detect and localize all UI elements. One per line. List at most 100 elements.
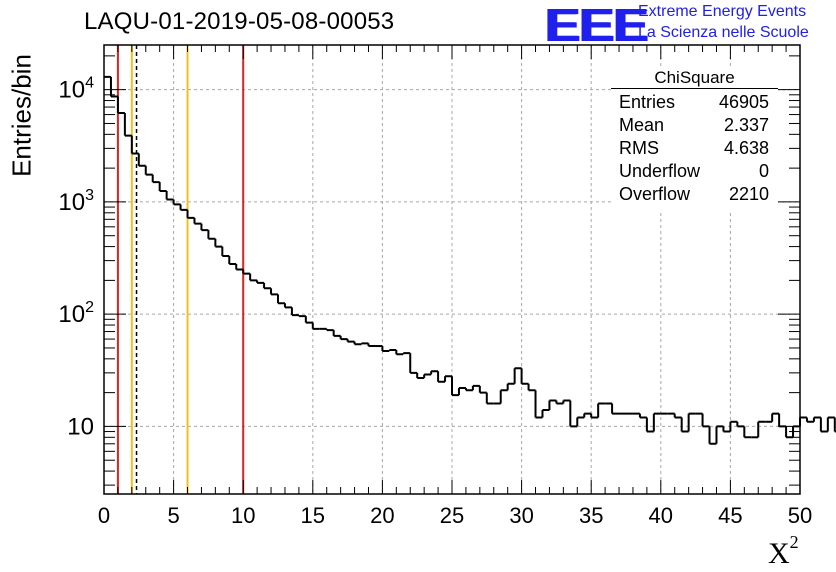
histogram-bin (207, 230, 216, 240)
x-tick-label: 20 (370, 503, 394, 528)
x-axis-label-sup: 2 (789, 532, 799, 552)
histogram-bin (597, 402, 606, 418)
histogram-bin (290, 307, 299, 317)
logo-line-1: Extreme Energy Events (638, 3, 807, 20)
histogram-bin (144, 165, 153, 176)
stats-separator (611, 88, 778, 89)
stats-value: 46905 (718, 92, 769, 112)
histogram-bin (235, 263, 244, 271)
histogram-bin (270, 288, 278, 296)
y-axis-label: Entries/bin (6, 54, 37, 177)
histogram-bin (311, 322, 320, 330)
histogram-bin (360, 342, 369, 345)
histogram-bin (805, 417, 814, 423)
histogram-bin (548, 399, 557, 411)
histogram-bin (590, 413, 599, 419)
histogram-bin (109, 76, 118, 98)
histogram-bin (388, 348, 397, 351)
stats-row-mean: Mean 2.337 (619, 115, 769, 137)
histogram-bin (534, 390, 543, 419)
histogram-bin (130, 135, 139, 155)
histogram-bin (437, 371, 446, 383)
stats-box: ChiSquare Entries 46905 Mean 2.337 RMS 4… (611, 67, 778, 210)
histogram-bin (680, 417, 689, 433)
histogram-bin (451, 376, 459, 397)
histogram-bin (228, 255, 237, 265)
histogram-bin (687, 412, 696, 432)
x-axis-label-base: X (768, 537, 790, 570)
stats-row-rms: RMS 4.638 (619, 138, 769, 160)
stats-value: 2.337 (723, 115, 769, 135)
histogram-bin (736, 421, 745, 428)
histogram-bin (346, 339, 355, 343)
histogram-bin (778, 413, 787, 428)
stats-title: ChiSquare (654, 68, 735, 87)
histogram-bin (193, 217, 202, 225)
histogram-bin (541, 409, 550, 418)
histogram-bin (339, 335, 348, 341)
histogram-bin (527, 383, 536, 392)
histogram-bin (304, 316, 313, 324)
histogram-bin (249, 273, 258, 282)
x-tick-label: 45 (718, 503, 742, 528)
histogram-bin (471, 384, 480, 391)
x-tick-label: 50 (788, 503, 812, 528)
x-tick-label: 10 (231, 503, 255, 528)
x-tick-label: 35 (579, 503, 603, 528)
histogram-bin (186, 209, 195, 219)
y-tick-label: 104 (58, 75, 94, 104)
histogram-bin (430, 370, 439, 375)
histogram-bin (715, 425, 724, 444)
marker-lines (116, 45, 245, 494)
stats-value: 4.638 (723, 138, 769, 158)
stats-row-overflow: Overflow 2210 (619, 184, 769, 206)
histogram-bin (221, 246, 230, 257)
histogram-bin (569, 400, 578, 428)
histogram-bin (652, 412, 661, 432)
histogram-bin (826, 416, 835, 432)
histogram-bin (464, 387, 473, 392)
y-tick-label: 103 (58, 187, 94, 216)
histogram-bin (200, 223, 209, 232)
chart-title: LAQU-01-2019-05-08-00053 (84, 8, 395, 35)
histogram-bin (576, 416, 585, 427)
histogram-bin (325, 328, 334, 332)
histogram-bin (214, 238, 223, 248)
histogram-bin (506, 382, 515, 391)
histogram-bin (332, 330, 341, 337)
x-tick-label: 5 (167, 503, 179, 528)
histogram-bin (158, 182, 167, 193)
histogram-bin (701, 413, 710, 428)
histogram-bin (256, 280, 265, 284)
logo-line-2: La Scienza nelle Scuole (638, 24, 809, 41)
histogram-bin (799, 416, 807, 427)
stats-key: Overflow (619, 184, 691, 204)
stats-key: Entries (619, 92, 676, 112)
histogram-bin (367, 343, 376, 348)
histogram-bin (123, 112, 132, 137)
x-tick-label: 15 (301, 503, 325, 528)
stats-key: Underflow (619, 161, 701, 181)
histogram-bin (263, 282, 272, 290)
histogram-bin (583, 412, 592, 418)
histogram-bin (353, 341, 362, 346)
histogram-bin (729, 420, 738, 432)
histogram-bin (172, 199, 181, 206)
stats-key: RMS (619, 138, 659, 158)
stats-row-underflow: Underflow 0 (619, 161, 769, 183)
histogram-bin (423, 373, 432, 378)
histogram-bin (444, 375, 452, 382)
histogram-bin (555, 400, 564, 405)
x-tick-label: 40 (649, 503, 673, 528)
histogram-bin (771, 412, 780, 422)
histogram-bin (812, 416, 821, 422)
y-tick-label: 102 (58, 299, 94, 328)
stats-row-entries: Entries 46905 (619, 92, 769, 114)
histogram-bin (151, 174, 160, 184)
histogram-bin (409, 353, 418, 374)
histogram-bin (457, 386, 466, 396)
histogram-bin (708, 426, 717, 445)
histogram-bin (638, 413, 647, 419)
x-tick-label: 0 (98, 503, 110, 528)
